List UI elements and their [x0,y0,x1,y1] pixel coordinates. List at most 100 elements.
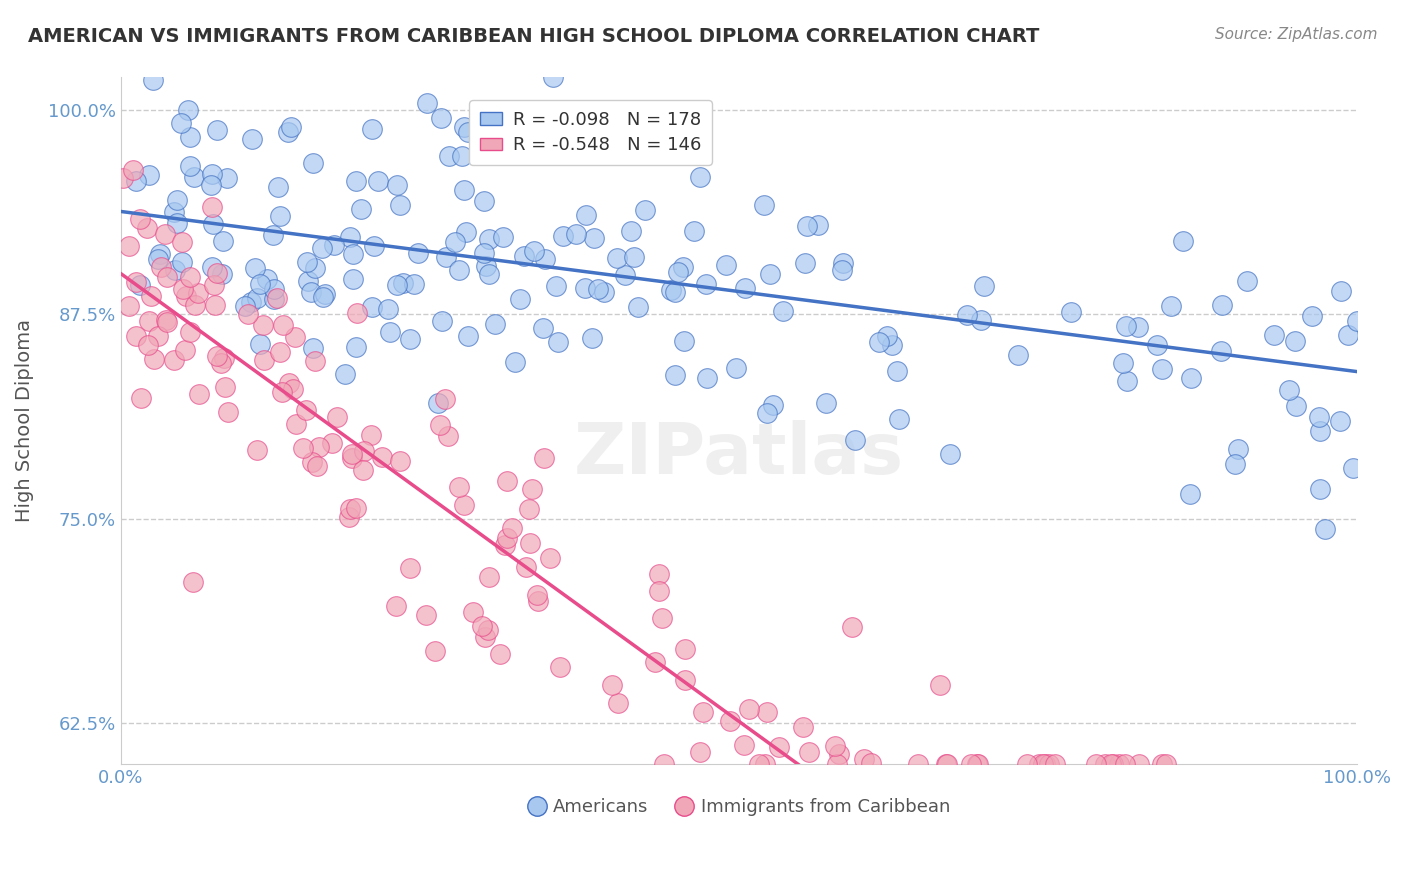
Point [246,291,269,305]
Point [832,256,855,270]
Point [758,267,780,281]
Point [794,256,817,270]
Point [243,260,266,275]
Point [205,122,228,136]
Point [1309,482,1331,496]
Point [768,739,790,754]
Point [304,354,326,368]
Point [696,370,718,384]
Point [163,263,186,277]
Point [664,285,686,299]
Point [136,220,159,235]
Point [184,298,207,312]
Point [211,267,233,281]
Point [156,315,179,329]
Point [312,290,335,304]
Point [249,337,271,351]
Point [129,391,152,405]
Point [246,443,269,458]
Point [841,620,863,634]
Point [553,228,575,243]
Point [593,285,616,299]
Point [939,447,962,461]
Point [520,482,543,496]
Point [415,607,437,622]
Point [426,396,449,410]
Point [683,224,706,238]
Point [695,277,717,291]
Point [434,392,457,406]
Point [136,338,159,352]
Point [935,756,957,771]
Point [321,436,343,450]
Point [689,745,711,759]
Point [361,300,384,314]
Point [471,619,494,633]
Point [142,352,165,367]
Point [360,428,382,442]
Point [342,447,364,461]
Point [929,678,952,692]
Point [501,521,523,535]
Legend: Americans, Immigrants from Caribbean: Americans, Immigrants from Caribbean [520,791,957,823]
Point [217,405,239,419]
Point [647,567,669,582]
Point [1043,756,1066,771]
Point [457,328,479,343]
Point [188,387,211,401]
Point [876,329,898,343]
Point [371,450,394,465]
Point [149,260,172,275]
Point [385,277,408,292]
Point [308,440,330,454]
Point [1263,328,1285,343]
Point [346,306,368,320]
Point [385,178,408,192]
Point [344,340,367,354]
Point [148,247,170,261]
Point [118,239,141,253]
Point [444,235,467,249]
Point [1112,355,1135,369]
Point [623,250,645,264]
Point [478,267,501,281]
Text: AMERICAN VS IMMIGRANTS FROM CARIBBEAN HIGH SCHOOL DIPLOMA CORRELATION CHART: AMERICAN VS IMMIGRANTS FROM CARIBBEAN HI… [28,27,1039,45]
Point [155,313,177,327]
Point [1178,487,1201,501]
Point [166,193,188,207]
Point [1154,756,1177,771]
Point [378,325,401,339]
Point [503,354,526,368]
Point [170,235,193,250]
Point [967,756,990,771]
Point [249,277,271,291]
Point [936,756,959,771]
Point [831,263,853,277]
Point [672,260,695,275]
Point [533,450,555,465]
Point [425,644,447,658]
Point [1227,442,1250,457]
Point [240,294,263,309]
Point [815,396,838,410]
Point [1278,383,1301,397]
Point [548,660,571,674]
Point [627,300,650,314]
Point [689,169,711,184]
Point [344,174,367,188]
Point [214,380,236,394]
Point [755,705,778,719]
Point [311,241,333,255]
Point [509,293,531,307]
Point [606,697,628,711]
Point [581,331,603,345]
Point [1236,274,1258,288]
Point [756,406,779,420]
Point [1128,756,1150,771]
Point [1033,756,1056,771]
Point [1114,756,1136,771]
Point [600,678,623,692]
Point [825,756,848,771]
Point [128,211,150,226]
Point [973,278,995,293]
